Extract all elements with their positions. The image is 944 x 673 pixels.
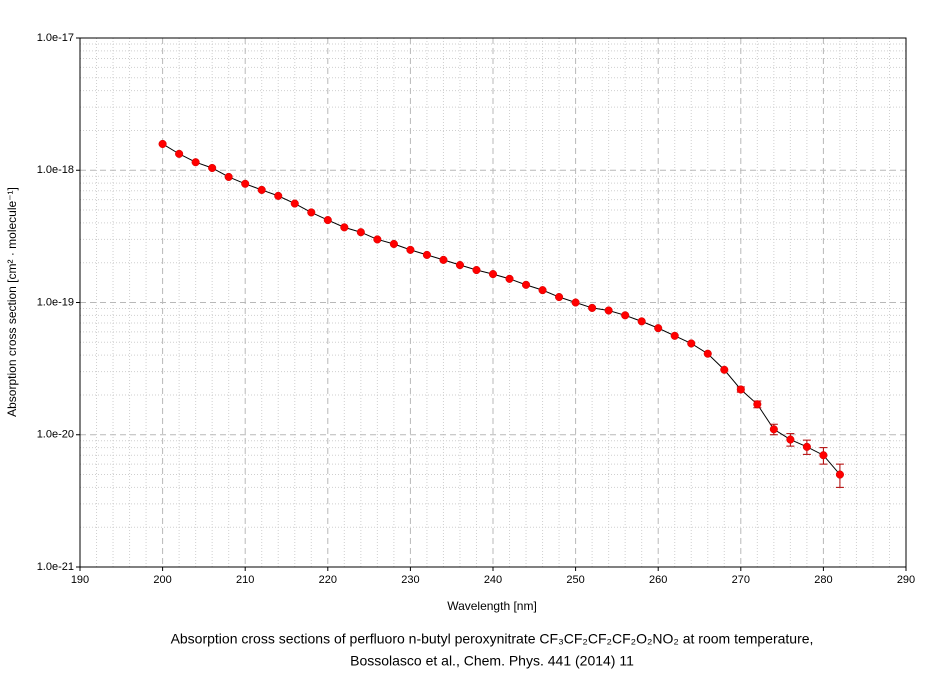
data-point — [571, 298, 580, 307]
data-point — [422, 250, 431, 259]
data-point — [439, 255, 448, 264]
chart-subtitle: Bossolasco et al., Chem. Phys. 441 (2014… — [350, 653, 634, 669]
data-point — [555, 292, 564, 302]
data-point — [720, 365, 729, 374]
data-line — [162, 143, 841, 475]
data-point — [406, 245, 415, 254]
data-point — [290, 199, 299, 208]
data-point — [175, 149, 184, 158]
data-point — [241, 179, 250, 188]
data-point — [340, 223, 349, 232]
data-point — [654, 324, 663, 333]
x-tick-label: 230 — [401, 574, 419, 586]
data-point — [307, 208, 316, 217]
data-point — [274, 191, 283, 200]
data-point — [505, 274, 514, 283]
y-tick-label: 1.0e-20 — [37, 429, 74, 441]
x-tick-label: 240 — [484, 574, 502, 586]
plot-frame — [79, 37, 907, 568]
x-tick-label: 280 — [814, 574, 832, 586]
data-point — [604, 306, 613, 315]
y-tick-label: 1.0e-18 — [37, 164, 74, 176]
y-axis-label: Absorption cross section [cm² · molecule… — [5, 187, 19, 417]
data-point — [224, 172, 233, 181]
x-axis-label: Wavelength [nm] — [447, 599, 537, 613]
y-tick-label: 1.0e-17 — [37, 32, 74, 44]
chart-title: Absorption cross sections of perfluoro n… — [171, 631, 814, 647]
x-tick-label: 190 — [71, 574, 89, 586]
x-tick-label: 270 — [732, 574, 750, 586]
data-point — [736, 385, 745, 394]
data-point — [488, 270, 498, 279]
data-point — [208, 163, 217, 173]
data-point — [158, 139, 167, 149]
data-point — [835, 470, 844, 479]
data-point — [356, 228, 365, 237]
data-point — [538, 286, 547, 295]
data-point — [521, 280, 531, 289]
data-point — [472, 265, 481, 275]
data-point — [802, 442, 811, 451]
x-tick-label: 290 — [897, 574, 915, 586]
data-point — [373, 235, 382, 244]
data-point — [819, 451, 828, 460]
data-point — [637, 317, 646, 326]
x-tick-label: 260 — [649, 574, 667, 586]
x-tick-label: 220 — [319, 574, 337, 586]
data-point — [191, 158, 200, 167]
data-point — [323, 216, 332, 225]
x-tick-label: 200 — [153, 574, 171, 586]
data-point — [257, 185, 266, 194]
data-point — [621, 311, 630, 320]
x-tick-label: 210 — [236, 574, 254, 586]
data-point — [670, 331, 679, 340]
y-tick-label: 1.0e-21 — [37, 561, 74, 573]
data-point — [389, 239, 398, 249]
data-point — [588, 303, 597, 312]
data-point — [786, 435, 795, 444]
data-point — [703, 349, 712, 358]
x-tick-label: 250 — [566, 574, 584, 586]
y-tick-label: 1.0e-19 — [37, 296, 74, 308]
data-point — [753, 400, 762, 409]
data-point — [769, 425, 778, 434]
data-point — [455, 260, 465, 270]
data-point — [687, 339, 696, 348]
